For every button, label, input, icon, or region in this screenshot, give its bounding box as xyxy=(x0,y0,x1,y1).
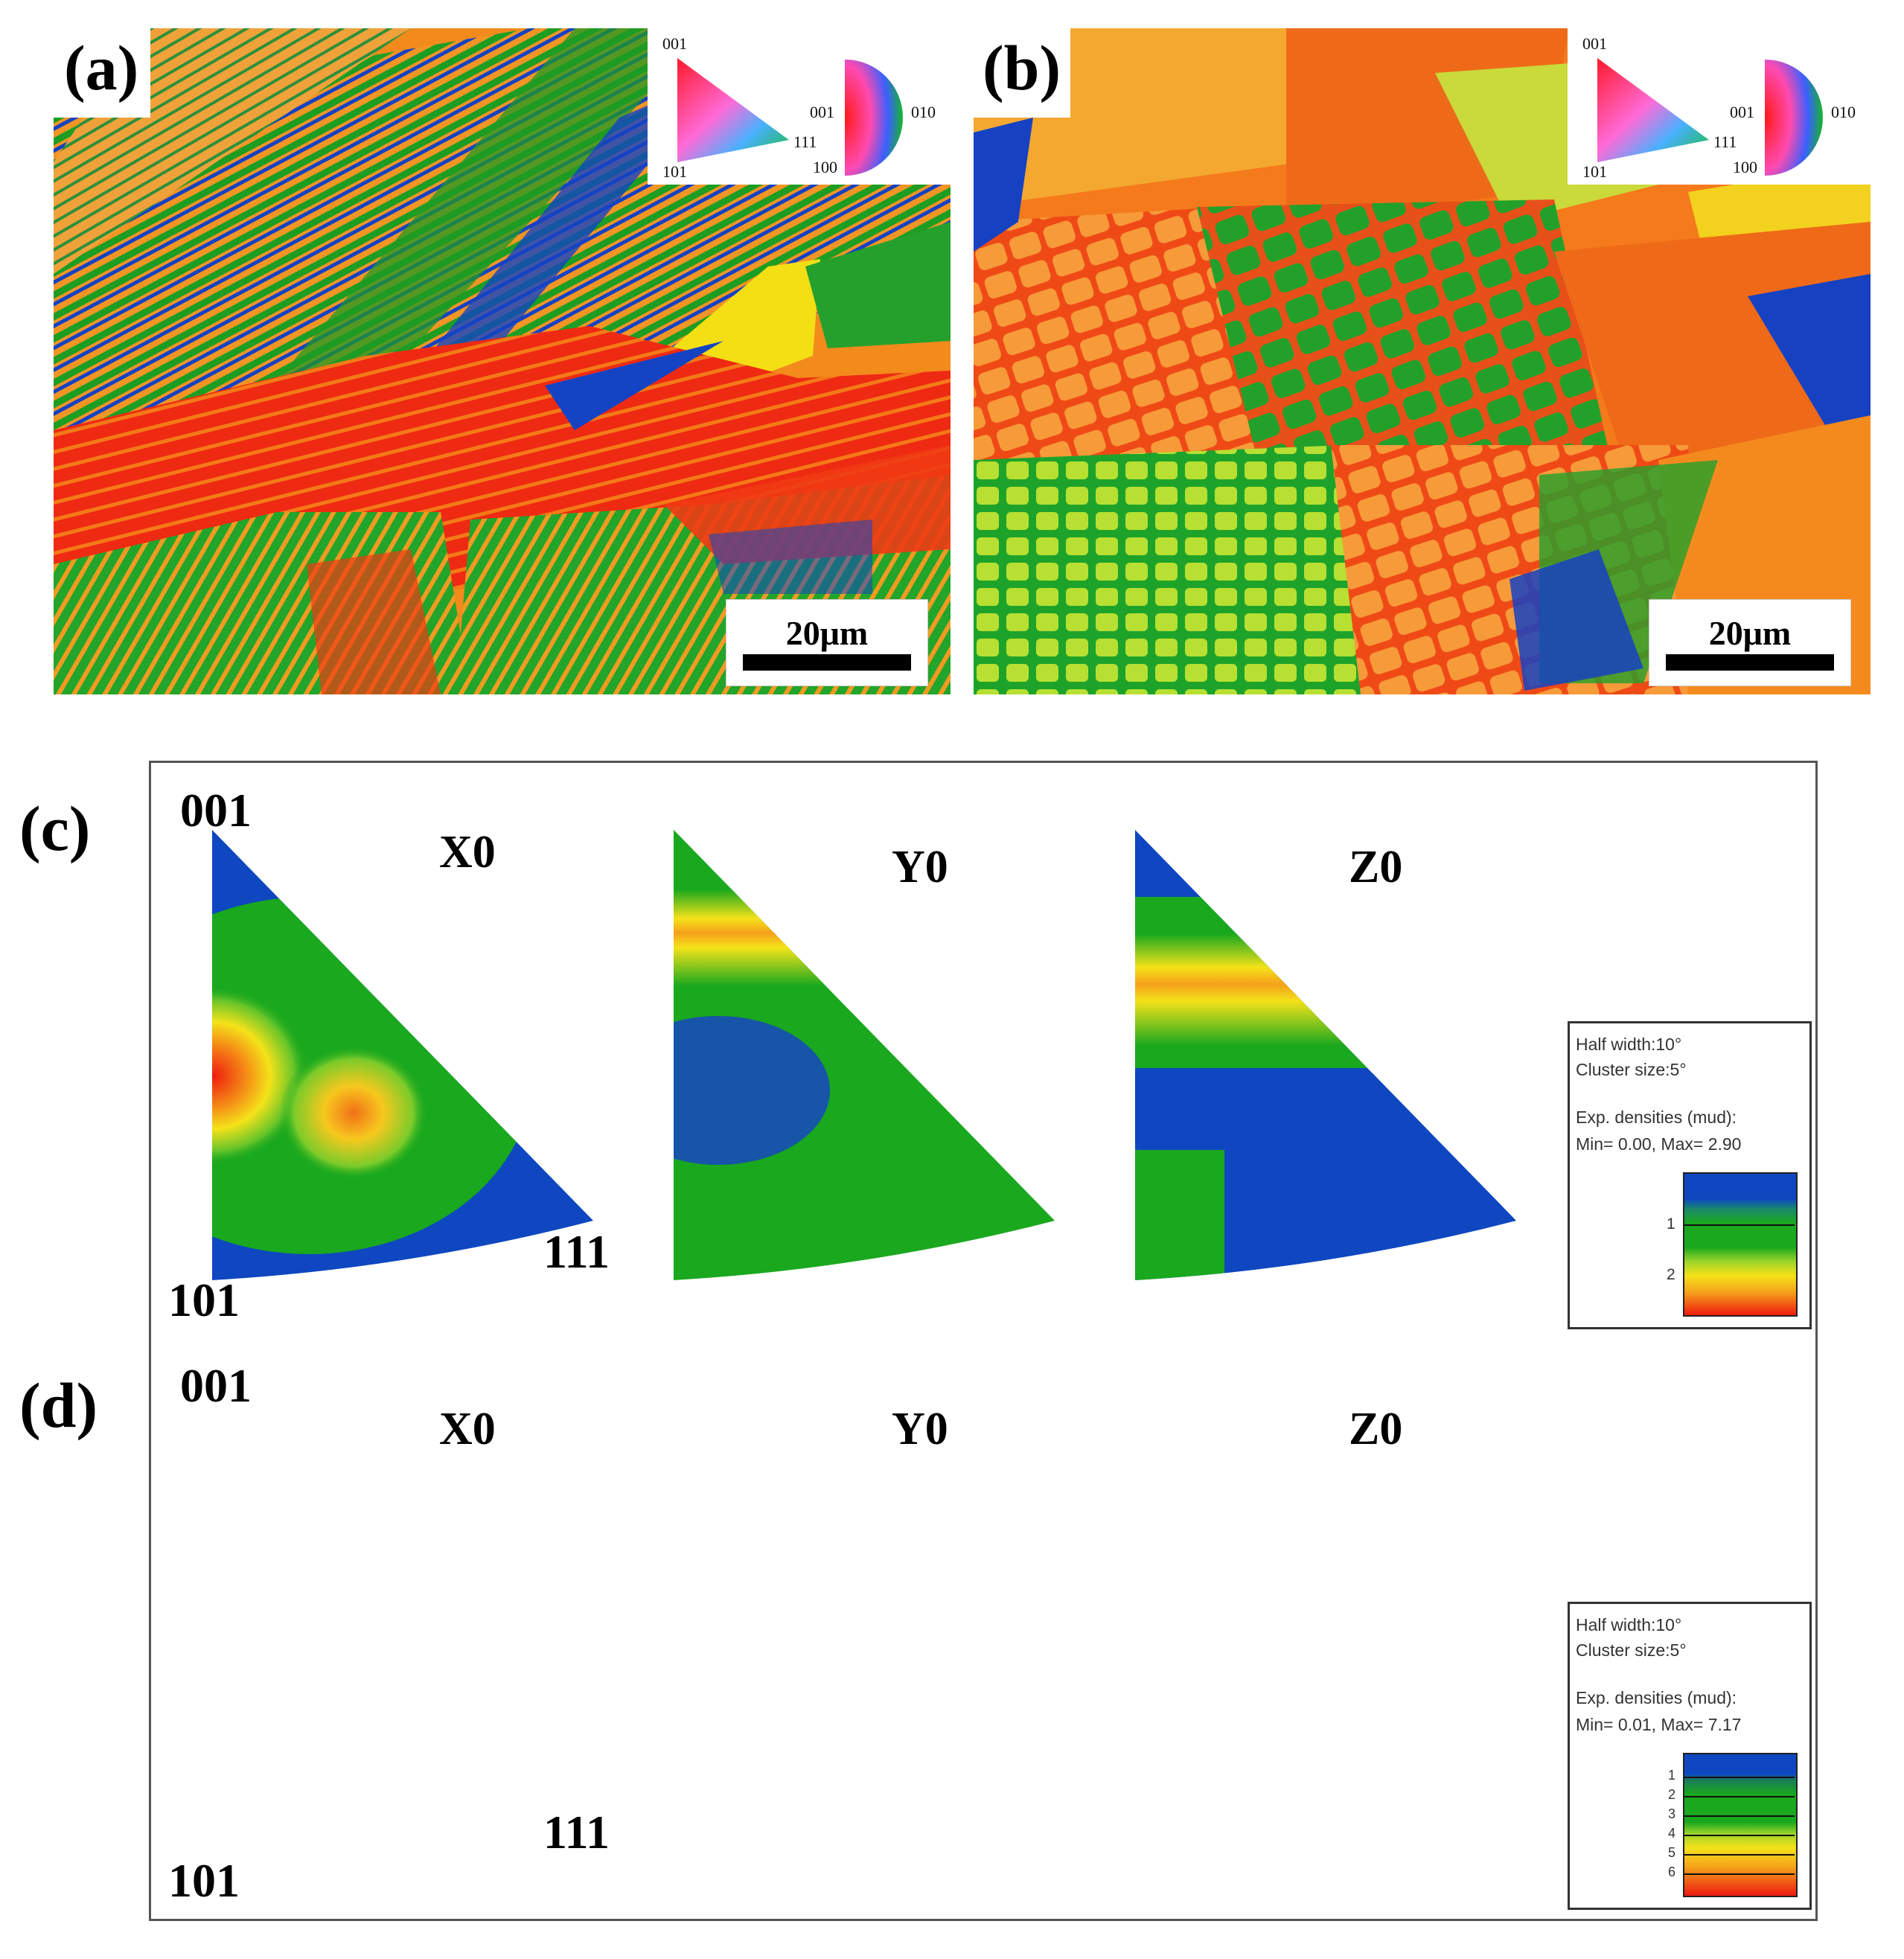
ipf-key-b-disc-001: 001 xyxy=(1730,103,1754,121)
ipf-key-a: 001 101 111 001 010 100 xyxy=(648,28,951,185)
panel-d-label: (d) xyxy=(19,1370,98,1441)
pf-d-001: 001 xyxy=(180,1359,252,1412)
ipf-key-a-101: 101 xyxy=(662,162,687,181)
density-d-colorbar xyxy=(1683,1753,1798,1897)
density-d-line3 xyxy=(1684,1815,1795,1817)
pf-c-title-x0: X0 xyxy=(439,827,496,878)
density-d-line6 xyxy=(1684,1873,1795,1875)
pf-c-111: 111 xyxy=(543,1225,610,1278)
density-d-tick-2: 2 xyxy=(1668,1787,1676,1802)
scale-bar-a-line xyxy=(743,654,911,671)
density-d-minmax: Min= 0.01, Max= 7.17 xyxy=(1576,1715,1742,1734)
density-c-colorbar xyxy=(1683,1172,1798,1317)
density-d-line5 xyxy=(1684,1854,1795,1856)
density-c-cluster: Cluster size:5° xyxy=(1576,1060,1687,1079)
panel-a-label: (a) xyxy=(64,32,139,103)
scale-bar-b-line xyxy=(1666,654,1834,671)
ipf-key-a-svg xyxy=(677,58,903,176)
pole-figure-frame-d xyxy=(149,1340,1818,1921)
density-d-exp: Exp. densities (mud): xyxy=(1576,1688,1737,1707)
panel-b-label: (b) xyxy=(983,32,1061,103)
density-d-cluster: Cluster size:5° xyxy=(1576,1640,1687,1660)
density-c-minmax: Min= 0.00, Max= 2.90 xyxy=(1576,1134,1742,1154)
density-d-line2 xyxy=(1684,1796,1795,1797)
ipf-key-a-001: 001 xyxy=(662,34,687,53)
panel-b-label-bg xyxy=(974,28,1070,118)
scale-bar-a: 20μm xyxy=(726,599,928,686)
scale-bar-b: 20μm xyxy=(1649,599,1851,686)
density-c-tick-1: 1 xyxy=(1667,1215,1675,1233)
ipf-key-b-disc-100: 100 xyxy=(1733,158,1757,176)
density-legend-c: Half width:10° Cluster size:5° Exp. dens… xyxy=(1568,1021,1812,1329)
pf-d-111: 111 xyxy=(543,1806,610,1859)
ipf-key-b: 001 101 111 001 010 100 xyxy=(1568,28,1871,185)
density-c-tick-2: 2 xyxy=(1667,1266,1675,1283)
ipf-key-a-disc-100: 100 xyxy=(813,158,837,176)
pf-d-101: 101 xyxy=(168,1854,240,1907)
ipf-key-b-101: 101 xyxy=(1582,162,1607,181)
density-c-halfwidth: Half width:10° xyxy=(1576,1035,1682,1054)
ipf-key-b-111: 111 xyxy=(1713,132,1737,151)
pf-d-title-x0: X0 xyxy=(439,1404,496,1454)
ipf-key-a-disc-001: 001 xyxy=(810,103,834,121)
panel-a-label-bg xyxy=(54,28,150,118)
ipf-key-a-disc-010: 010 xyxy=(911,103,936,121)
ipf-key-b-disc-010: 010 xyxy=(1831,103,1856,121)
density-d-tick-5: 5 xyxy=(1668,1845,1676,1860)
ipf-key-b-001: 001 xyxy=(1582,34,1607,53)
scale-bar-a-text: 20μm xyxy=(785,614,869,652)
density-d-line1 xyxy=(1684,1777,1795,1778)
density-d-halfwidth: Half width:10° xyxy=(1576,1615,1682,1634)
scale-bar-b-text: 20μm xyxy=(1708,614,1792,652)
panel-c-label: (c) xyxy=(19,793,91,864)
pf-d-title-z0: Z0 xyxy=(1349,1404,1403,1454)
density-legend-d: Half width:10° Cluster size:5° Exp. dens… xyxy=(1568,1602,1812,1910)
density-c-line1 xyxy=(1684,1224,1795,1226)
density-c-exp: Exp. densities (mud): xyxy=(1576,1108,1737,1127)
pf-c-title-y0: Y0 xyxy=(892,842,948,892)
density-d-tick-1: 1 xyxy=(1668,1768,1676,1783)
density-d-tick-6: 6 xyxy=(1668,1864,1676,1879)
pf-c-001: 001 xyxy=(180,784,252,837)
density-d-tick-3: 3 xyxy=(1668,1806,1676,1821)
ipf-key-a-111: 111 xyxy=(793,132,817,151)
density-d-tick-4: 4 xyxy=(1668,1826,1676,1841)
density-d-line4 xyxy=(1684,1835,1795,1836)
ipf-key-b-svg xyxy=(1597,58,1823,176)
pf-d-title-y0: Y0 xyxy=(892,1404,948,1454)
pf-c-title-z0: Z0 xyxy=(1349,842,1403,892)
pf-c-101: 101 xyxy=(168,1273,240,1326)
